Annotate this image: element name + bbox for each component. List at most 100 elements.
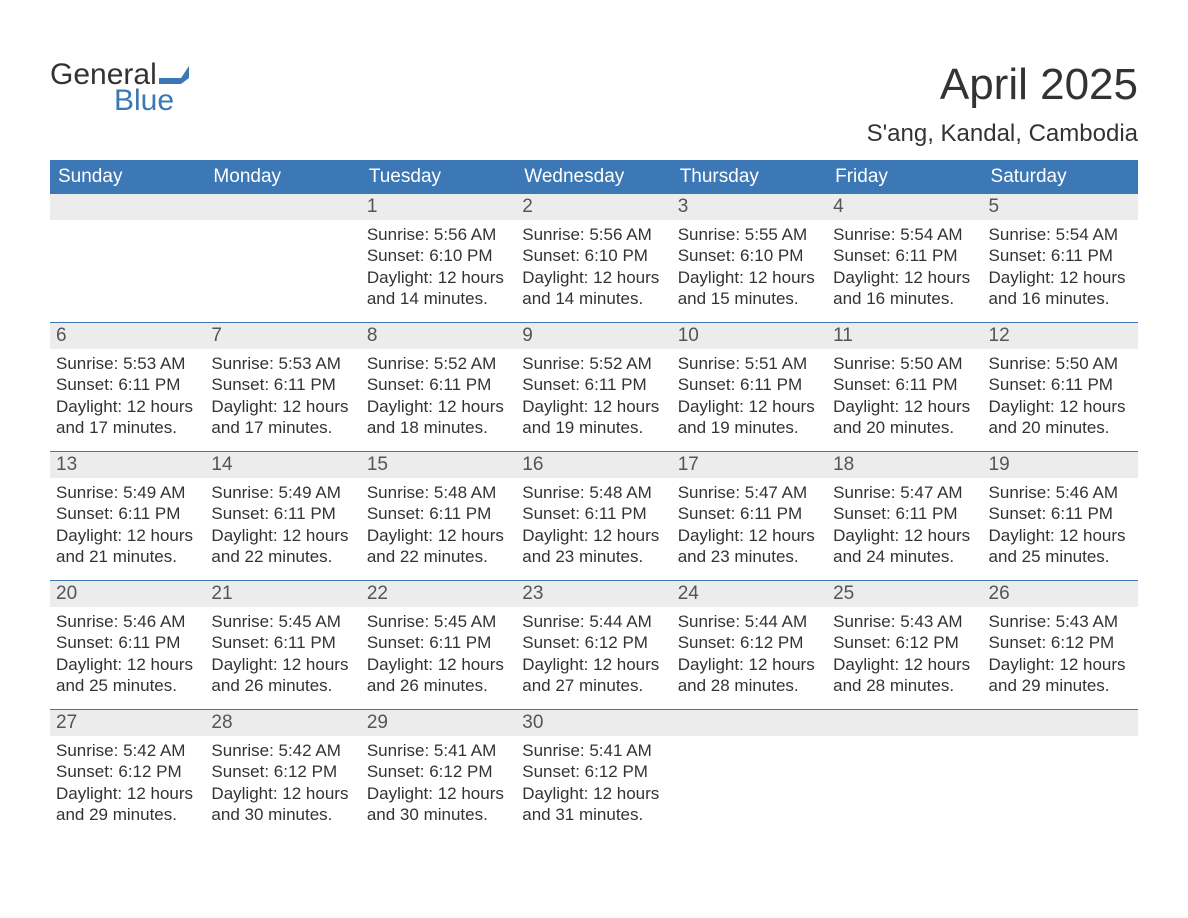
day-details: Sunrise: 5:52 AMSunset: 6:11 PMDaylight:… [361, 349, 516, 446]
calendar-cell: 23Sunrise: 5:44 AMSunset: 6:12 PMDayligh… [516, 581, 671, 709]
day-number: 2 [516, 194, 671, 220]
sunset-line: Sunset: 6:11 PM [989, 374, 1132, 395]
sunrise-line: Sunrise: 5:41 AM [522, 740, 665, 761]
day-details: Sunrise: 5:41 AMSunset: 6:12 PMDaylight:… [361, 736, 516, 833]
day-details: Sunrise: 5:55 AMSunset: 6:10 PMDaylight:… [672, 220, 827, 317]
daylight-line: Daylight: 12 hours and 23 minutes. [522, 525, 665, 568]
sunrise-line: Sunrise: 5:46 AM [56, 611, 199, 632]
sunrise-line: Sunrise: 5:54 AM [833, 224, 976, 245]
daylight-line: Daylight: 12 hours and 14 minutes. [522, 267, 665, 310]
day-details: Sunrise: 5:56 AMSunset: 6:10 PMDaylight:… [361, 220, 516, 317]
calendar-cell: 6 Sunrise: 5:53 AMSunset: 6:11 PMDaylight… [50, 323, 205, 451]
daylight-line: Daylight: 12 hours and 20 minutes. [833, 396, 976, 439]
sunrise-line: Sunrise: 5:49 AM [56, 482, 199, 503]
day-number: 24 [672, 581, 827, 607]
day-details: Sunrise: 5:50 AMSunset: 6:11 PMDaylight:… [827, 349, 982, 446]
sunset-line: Sunset: 6:11 PM [56, 374, 199, 395]
calendar-cell: 3Sunrise: 5:55 AMSunset: 6:10 PMDaylight… [672, 194, 827, 322]
calendar-cell: 2 Sunrise: 5:56 AMSunset: 6:10 PMDaylight… [516, 194, 671, 322]
day-details: Sunrise: 5:41 AMSunset: 6:12 PMDaylight:… [516, 736, 671, 833]
day-details [983, 736, 1138, 748]
calendar-week: 13Sunrise: 5:49 AMSunset: 6:11 PMDayligh… [50, 451, 1138, 580]
day-number: 11 [827, 323, 982, 349]
calendar-cell: 24Sunrise: 5:44 AMSunset: 6:12 PMDayligh… [672, 581, 827, 709]
brand-logo: General Blue [50, 60, 189, 116]
daylight-line: Daylight: 12 hours and 29 minutes. [56, 783, 199, 826]
day-number: 9 [516, 323, 671, 349]
day-details: Sunrise: 5:49 AMSunset: 6:11 PMDaylight:… [205, 478, 360, 575]
day-details [672, 736, 827, 748]
sunset-line: Sunset: 6:12 PM [833, 632, 976, 653]
calendar-week: 27Sunrise: 5:42 AMSunset: 6:12 PMDayligh… [50, 709, 1138, 838]
day-number: 3 [672, 194, 827, 220]
sunset-line: Sunset: 6:12 PM [56, 761, 199, 782]
daylight-line: Daylight: 12 hours and 17 minutes. [56, 396, 199, 439]
day-details: Sunrise: 5:47 AMSunset: 6:11 PMDaylight:… [827, 478, 982, 575]
sunset-line: Sunset: 6:11 PM [56, 503, 199, 524]
sunset-line: Sunset: 6:12 PM [678, 632, 821, 653]
weekday-header: Friday [827, 160, 982, 194]
title-block: April 2025 S'ang, Kandal, Cambodia [867, 60, 1138, 148]
sunset-line: Sunset: 6:11 PM [989, 245, 1132, 266]
sunset-line: Sunset: 6:11 PM [522, 503, 665, 524]
sunrise-line: Sunrise: 5:47 AM [833, 482, 976, 503]
day-details: Sunrise: 5:45 AMSunset: 6:11 PMDaylight:… [361, 607, 516, 704]
day-number: 5 [983, 194, 1138, 220]
calendar-cell: 26Sunrise: 5:43 AMSunset: 6:12 PMDayligh… [983, 581, 1138, 709]
day-details: Sunrise: 5:51 AMSunset: 6:11 PMDaylight:… [672, 349, 827, 446]
sunrise-line: Sunrise: 5:53 AM [56, 353, 199, 374]
daylight-line: Daylight: 12 hours and 28 minutes. [678, 654, 821, 697]
calendar-cell [672, 710, 827, 838]
sunset-line: Sunset: 6:11 PM [211, 374, 354, 395]
calendar-cell: 21Sunrise: 5:45 AMSunset: 6:11 PMDayligh… [205, 581, 360, 709]
calendar-week: 1Sunrise: 5:56 AMSunset: 6:10 PMDaylight… [50, 194, 1138, 322]
calendar-cell: 25Sunrise: 5:43 AMSunset: 6:12 PMDayligh… [827, 581, 982, 709]
day-details: Sunrise: 5:42 AMSunset: 6:12 PMDaylight:… [50, 736, 205, 833]
sunrise-line: Sunrise: 5:44 AM [522, 611, 665, 632]
calendar-cell: 29Sunrise: 5:41 AMSunset: 6:12 PMDayligh… [361, 710, 516, 838]
sunrise-line: Sunrise: 5:56 AM [522, 224, 665, 245]
sunrise-line: Sunrise: 5:56 AM [367, 224, 510, 245]
daylight-line: Daylight: 12 hours and 25 minutes. [56, 654, 199, 697]
calendar-cell: 22Sunrise: 5:45 AMSunset: 6:11 PMDayligh… [361, 581, 516, 709]
calendar-cell: 5Sunrise: 5:54 AMSunset: 6:11 PMDaylight… [983, 194, 1138, 322]
sunset-line: Sunset: 6:12 PM [211, 761, 354, 782]
day-number: 18 [827, 452, 982, 478]
sunset-line: Sunset: 6:11 PM [367, 503, 510, 524]
day-details: Sunrise: 5:47 AMSunset: 6:11 PMDaylight:… [672, 478, 827, 575]
daylight-line: Daylight: 12 hours and 31 minutes. [522, 783, 665, 826]
daylight-line: Daylight: 12 hours and 22 minutes. [211, 525, 354, 568]
day-details: Sunrise: 5:42 AMSunset: 6:12 PMDaylight:… [205, 736, 360, 833]
calendar-cell: 7Sunrise: 5:53 AMSunset: 6:11 PMDaylight… [205, 323, 360, 451]
day-number: 26 [983, 581, 1138, 607]
sunrise-line: Sunrise: 5:47 AM [678, 482, 821, 503]
weekday-header-row: SundayMondayTuesdayWednesdayThursdayFrid… [50, 160, 1138, 194]
sunrise-line: Sunrise: 5:53 AM [211, 353, 354, 374]
daylight-line: Daylight: 12 hours and 28 minutes. [833, 654, 976, 697]
sunrise-line: Sunrise: 5:41 AM [367, 740, 510, 761]
daylight-line: Daylight: 12 hours and 29 minutes. [989, 654, 1132, 697]
sunset-line: Sunset: 6:10 PM [522, 245, 665, 266]
day-number [50, 194, 205, 220]
daylight-line: Daylight: 12 hours and 26 minutes. [211, 654, 354, 697]
calendar-cell [983, 710, 1138, 838]
calendar-cell: 11Sunrise: 5:50 AMSunset: 6:11 PMDayligh… [827, 323, 982, 451]
sunset-line: Sunset: 6:11 PM [833, 245, 976, 266]
sunset-line: Sunset: 6:11 PM [211, 632, 354, 653]
calendar-cell: 15Sunrise: 5:48 AMSunset: 6:11 PMDayligh… [361, 452, 516, 580]
sunrise-line: Sunrise: 5:42 AM [56, 740, 199, 761]
sunrise-line: Sunrise: 5:52 AM [367, 353, 510, 374]
sunset-line: Sunset: 6:11 PM [833, 374, 976, 395]
day-number: 6 [50, 323, 205, 349]
day-number: 29 [361, 710, 516, 736]
weekday-header: Saturday [983, 160, 1138, 194]
daylight-line: Daylight: 12 hours and 30 minutes. [367, 783, 510, 826]
daylight-line: Daylight: 12 hours and 19 minutes. [522, 396, 665, 439]
sunset-line: Sunset: 6:11 PM [678, 374, 821, 395]
daylight-line: Daylight: 12 hours and 23 minutes. [678, 525, 821, 568]
sunrise-line: Sunrise: 5:43 AM [989, 611, 1132, 632]
day-number: 13 [50, 452, 205, 478]
calendar-cell [827, 710, 982, 838]
daylight-line: Daylight: 12 hours and 17 minutes. [211, 396, 354, 439]
day-number: 21 [205, 581, 360, 607]
